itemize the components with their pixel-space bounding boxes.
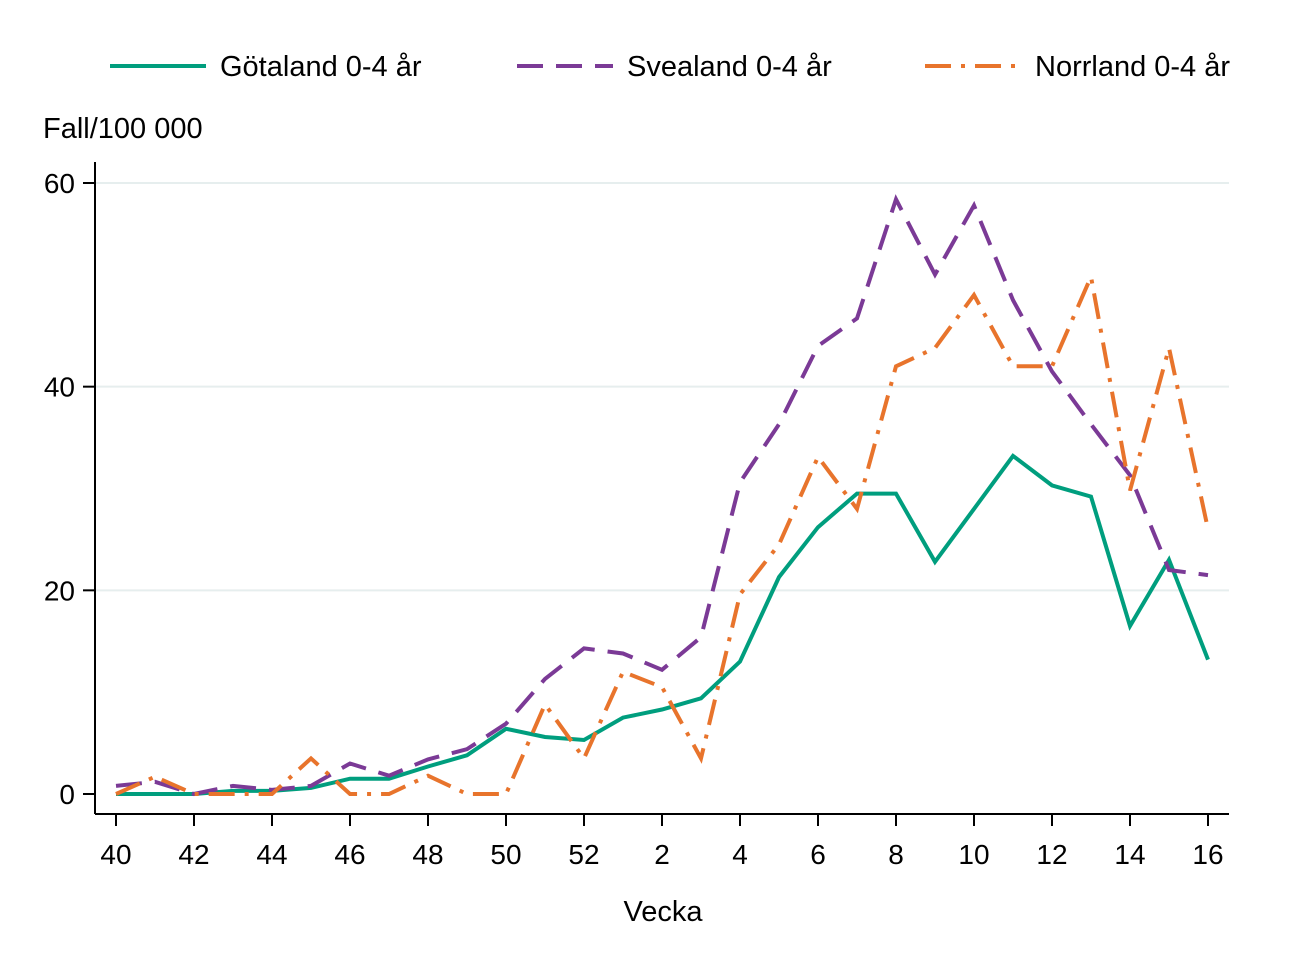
- y-ticks: 0 20 40 60: [44, 168, 95, 810]
- series-line-2: [115, 194, 1209, 797]
- x-tick-label-6: 6: [810, 839, 826, 870]
- x-tick-label-50: 50: [490, 839, 521, 870]
- series-line-3: [115, 269, 1210, 796]
- x-tick-label-48: 48: [412, 839, 443, 870]
- x-tick-label-8: 8: [888, 839, 904, 870]
- y-axis-title: Fall/100 000: [43, 113, 203, 145]
- y-tick-label-40: 40: [44, 372, 75, 403]
- x-ticks: 40 42 44 46 48 50 52 2 4 6 8 10 12 14 16: [100, 814, 1224, 870]
- series-line-1: [116, 453, 1210, 796]
- legend: Götaland 0-4 år Svealand 0-4 år Norrland 0…: [110, 51, 1230, 83]
- x-tick-label-42: 42: [178, 839, 209, 870]
- x-tick-label-46: 46: [334, 839, 365, 870]
- x-tick-label-52: 52: [568, 839, 599, 870]
- x-axis-title: Vecka: [624, 896, 704, 928]
- x-tick-label-10: 10: [958, 839, 989, 870]
- x-tick-label-4: 4: [732, 839, 748, 870]
- x-tick-label-40: 40: [100, 839, 131, 870]
- gridlines: [96, 182, 1229, 592]
- y-tick-label-20: 20: [44, 575, 75, 606]
- x-tick-label-14: 14: [1114, 839, 1145, 870]
- x-tick-label-16: 16: [1192, 839, 1223, 870]
- x-tick-label-12: 12: [1036, 839, 1067, 870]
- series-lines: [115, 194, 1210, 797]
- legend-label-2: Svealand 0-4 år: [627, 51, 832, 83]
- x-tick-label-44: 44: [256, 839, 287, 870]
- y-tick-label-0: 0: [59, 779, 75, 810]
- x-tick-label-2: 2: [654, 839, 670, 870]
- legend-label-1: Götaland 0-4 år: [220, 51, 422, 83]
- y-tick-label-60: 60: [44, 168, 75, 199]
- legend-label-3: Norrland 0-4 år: [1035, 51, 1230, 83]
